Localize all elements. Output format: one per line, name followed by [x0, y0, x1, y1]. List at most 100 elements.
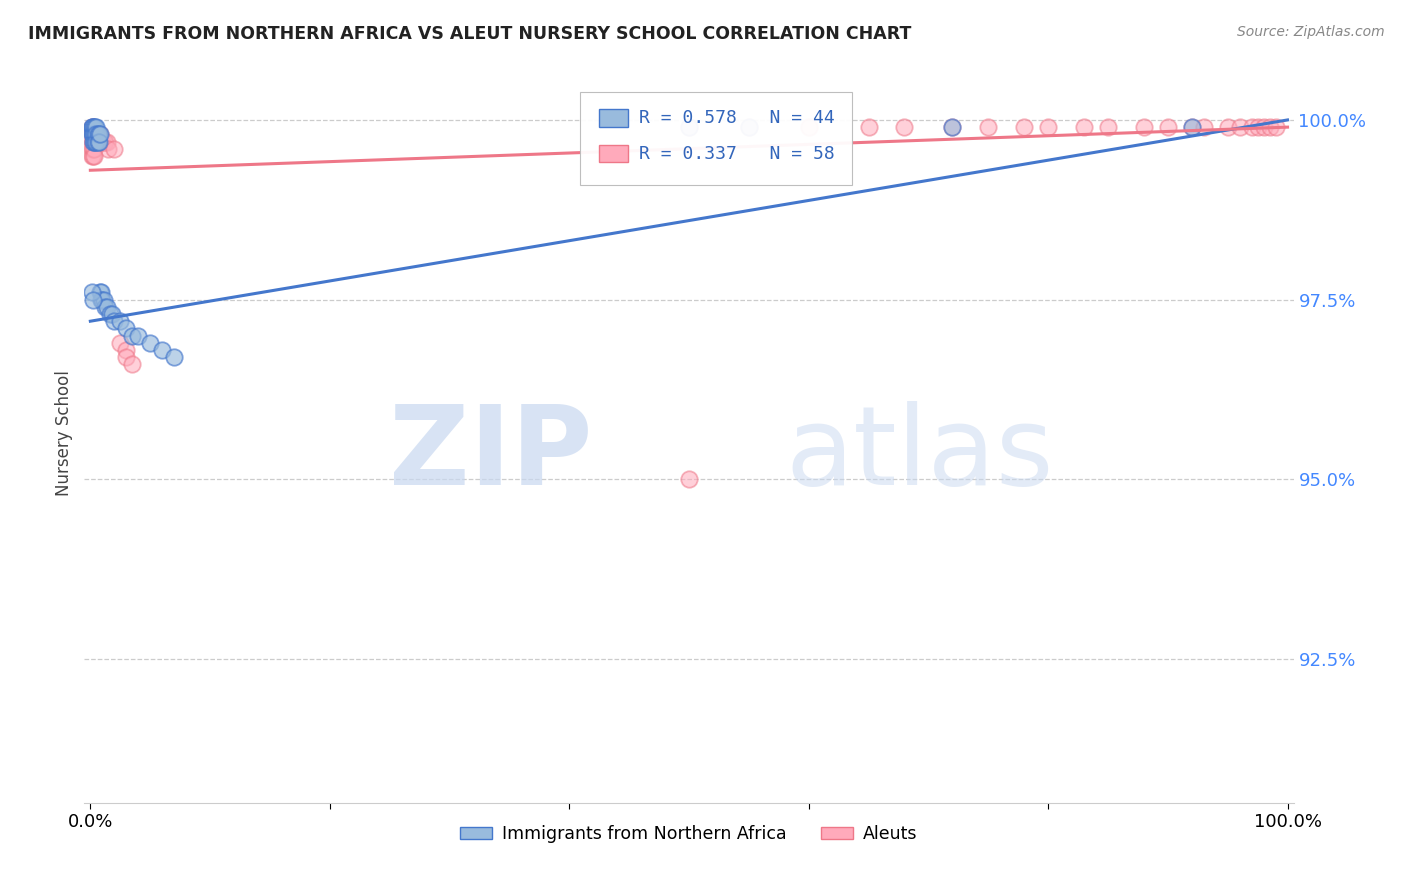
Point — [86, 128, 108, 142]
FancyBboxPatch shape — [599, 109, 628, 127]
Point — [115, 343, 138, 357]
Point — [89, 135, 111, 149]
Point — [89, 128, 111, 142]
Text: ZIP: ZIP — [389, 401, 592, 508]
Point — [80, 149, 103, 163]
Point — [1012, 120, 1035, 135]
FancyBboxPatch shape — [581, 92, 852, 185]
FancyBboxPatch shape — [599, 145, 628, 162]
Point — [83, 142, 105, 156]
Point — [97, 142, 120, 156]
Point — [1073, 120, 1095, 135]
Point — [82, 135, 104, 149]
Point — [1036, 120, 1059, 135]
Point — [82, 293, 104, 307]
Point — [82, 142, 104, 156]
Point — [86, 120, 108, 135]
Point — [1253, 120, 1275, 135]
Point — [127, 328, 149, 343]
Point — [82, 120, 104, 135]
Y-axis label: Nursery School: Nursery School — [55, 369, 73, 496]
Point — [84, 128, 107, 142]
Point — [1229, 120, 1251, 135]
Point — [121, 357, 143, 371]
Point — [1181, 120, 1204, 135]
Point — [83, 128, 105, 142]
Point — [87, 128, 110, 142]
Point — [1181, 120, 1204, 135]
Point — [84, 135, 107, 149]
Point — [91, 293, 114, 307]
Point — [86, 128, 108, 142]
Point — [1264, 120, 1286, 135]
Point — [84, 128, 107, 142]
Point — [858, 120, 880, 135]
Legend: Immigrants from Northern Africa, Aleuts: Immigrants from Northern Africa, Aleuts — [453, 818, 925, 850]
Point — [82, 120, 104, 135]
Point — [86, 135, 108, 149]
Point — [738, 120, 761, 135]
Point — [101, 307, 124, 321]
Point — [678, 120, 700, 135]
Point — [82, 128, 104, 142]
Point — [150, 343, 173, 357]
Point — [93, 293, 115, 307]
Point — [93, 300, 115, 314]
Point — [941, 120, 963, 135]
Point — [83, 128, 105, 142]
Point — [90, 135, 112, 149]
Point — [738, 120, 761, 135]
Point — [678, 472, 700, 486]
Point — [86, 135, 108, 149]
Point — [1133, 120, 1156, 135]
Point — [86, 128, 108, 142]
Point — [1216, 120, 1239, 135]
Point — [1258, 120, 1281, 135]
Point — [90, 293, 112, 307]
Point — [103, 142, 125, 156]
Point — [93, 135, 115, 149]
Point — [1192, 120, 1215, 135]
Point — [110, 335, 132, 350]
Point — [977, 120, 1000, 135]
Point — [96, 135, 118, 149]
Point — [83, 135, 105, 149]
Point — [678, 120, 700, 135]
Point — [82, 128, 104, 142]
Point — [115, 350, 138, 364]
Point — [80, 120, 103, 135]
Point — [93, 135, 115, 149]
Point — [80, 128, 103, 142]
Text: R = 0.578   N = 44: R = 0.578 N = 44 — [640, 109, 835, 127]
Point — [797, 120, 820, 135]
Point — [80, 120, 103, 135]
Point — [80, 142, 103, 156]
Point — [121, 328, 143, 343]
Point — [893, 120, 915, 135]
Text: R = 0.337   N = 58: R = 0.337 N = 58 — [640, 145, 835, 162]
Point — [82, 128, 104, 142]
Point — [1097, 120, 1119, 135]
Point — [103, 314, 125, 328]
Point — [87, 128, 110, 142]
Point — [83, 120, 105, 135]
Point — [87, 135, 110, 149]
Point — [98, 307, 121, 321]
Point — [86, 135, 108, 149]
Point — [80, 135, 103, 149]
Point — [86, 135, 108, 149]
Point — [82, 135, 104, 149]
Point — [80, 128, 103, 142]
Point — [89, 128, 111, 142]
Point — [83, 135, 105, 149]
Point — [91, 135, 114, 149]
Text: Source: ZipAtlas.com: Source: ZipAtlas.com — [1237, 25, 1385, 39]
Point — [89, 285, 111, 300]
Point — [1157, 120, 1180, 135]
Point — [110, 314, 132, 328]
Point — [84, 135, 107, 149]
Point — [86, 128, 108, 142]
Point — [87, 135, 110, 149]
Point — [90, 285, 112, 300]
Point — [1240, 120, 1263, 135]
